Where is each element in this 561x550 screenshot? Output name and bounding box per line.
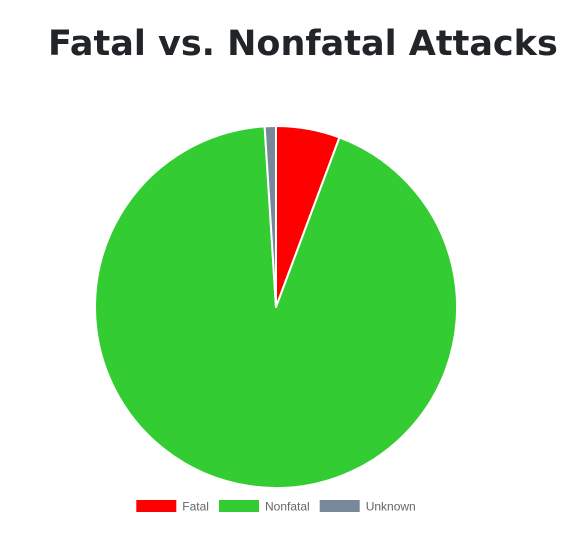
legend-item-unknown[interactable]: Unknown xyxy=(319,499,416,513)
pie-slices xyxy=(94,125,458,489)
pie-slice-unknown[interactable] xyxy=(263,125,277,308)
page-title: Fatal vs. Nonfatal Attacks xyxy=(48,24,558,64)
legend-label-fatal: Fatal xyxy=(182,499,209,513)
legend-label-nonfatal: Nonfatal xyxy=(265,499,310,513)
legend-swatch-nonfatal xyxy=(219,500,259,512)
legend-label-unknown: Unknown xyxy=(366,499,416,513)
legend-swatch-fatal xyxy=(136,500,177,512)
legend-item-nonfatal[interactable]: Nonfatal xyxy=(219,499,310,513)
legend-swatch-unknown xyxy=(319,500,360,512)
chart-legend: Fatal Nonfatal Unknown xyxy=(136,499,416,513)
legend-item-fatal[interactable]: Fatal xyxy=(136,499,209,513)
